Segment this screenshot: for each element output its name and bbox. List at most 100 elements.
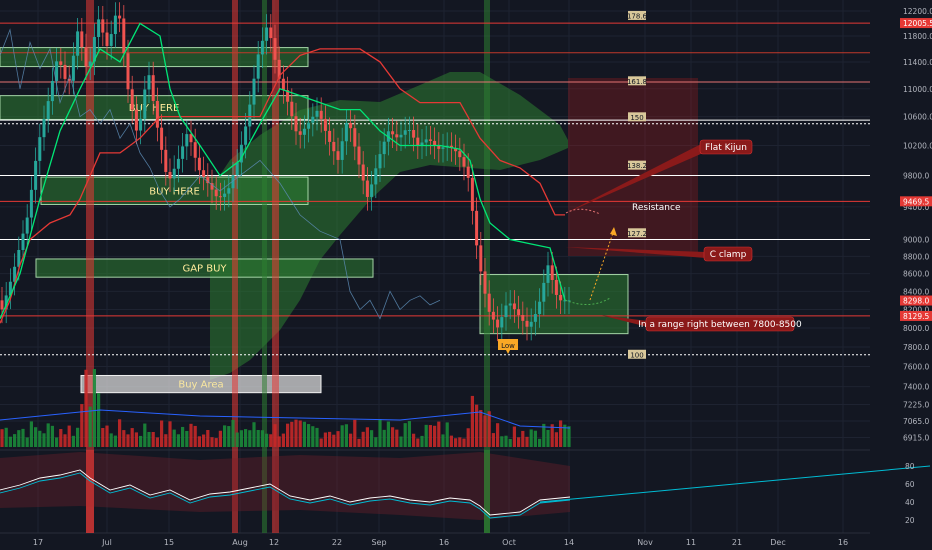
volume-bar (248, 430, 252, 447)
fib-label: 150 (630, 114, 643, 122)
volume-bar (231, 419, 235, 447)
volume-bar (323, 432, 327, 447)
candle-body (134, 109, 138, 131)
time-tick-label: Nov (637, 538, 653, 547)
zone-label: BUY HERE (129, 103, 180, 114)
candle-body (46, 101, 50, 120)
volume-bar (546, 429, 550, 447)
projection-arrow (589, 229, 615, 301)
candle-body (521, 315, 525, 321)
volume-bar (433, 425, 437, 447)
candle-body (109, 34, 113, 46)
volume-bar (34, 427, 38, 447)
candle-body (80, 31, 84, 48)
annotation-pointer (565, 247, 706, 258)
event-bar (272, 0, 279, 533)
time-tick-label: 12 (269, 538, 279, 547)
fib-tag (628, 112, 646, 122)
candle-body (412, 130, 416, 138)
volume-bar (277, 436, 281, 447)
price-tick-label: 8400.0 (903, 287, 929, 296)
candle-body (172, 168, 176, 179)
time-tick-label: 15 (164, 538, 174, 547)
candle-body (256, 54, 260, 79)
candle-body (197, 157, 201, 171)
candle-body (307, 122, 311, 129)
candle-body (370, 184, 374, 197)
annotation-label: In a range right between 7800-8500 (638, 320, 802, 330)
candle-body (365, 180, 369, 197)
candle-body (416, 137, 420, 146)
volume-bar (353, 419, 357, 447)
candle-body (433, 140, 437, 146)
candle-body (164, 149, 168, 172)
time-tick-label: 16 (439, 538, 449, 547)
price-tick-label: 8600.0 (903, 270, 929, 279)
candle-body (13, 266, 17, 282)
volume-bar (80, 404, 84, 447)
volume-bar (521, 430, 525, 447)
price-axis[interactable]: 12200.0 11800.0 11400.0 11000.0 10600.0 10200… (900, 7, 932, 525)
buy-zone (479, 274, 629, 335)
price-tag-box (900, 295, 932, 306)
volume-bar (0, 429, 4, 447)
price-tick-label: 11800.0 (903, 32, 932, 41)
candle-body (420, 142, 424, 146)
price-tag-box (900, 196, 932, 207)
candle-body (542, 282, 546, 302)
candle-body (504, 305, 508, 318)
volume-bar (29, 421, 33, 447)
candle-body (395, 134, 399, 138)
candle-body (71, 55, 75, 81)
candle-body (50, 80, 54, 102)
low-label: Low (501, 342, 515, 350)
time-tick-label: Dec (770, 538, 785, 547)
candle-body (454, 148, 458, 152)
candle-body (554, 279, 558, 295)
candle-body (189, 134, 193, 143)
volume-bar (218, 430, 222, 447)
candle-body (105, 32, 109, 46)
osc-band (0, 452, 570, 520)
price-tick-label: 12200.0 (903, 7, 932, 16)
candle-body (281, 78, 285, 91)
kijun-line (0, 48, 565, 324)
volume-bar (407, 421, 411, 447)
volume-bar (382, 429, 386, 447)
volume-bar (512, 426, 516, 447)
fib-tag (628, 160, 646, 170)
time-axis[interactable]: 17 Jul 15 Aug 12 22 Sep 16 Oct 14 Nov 11 21 Dec 16 (33, 538, 848, 547)
candle-body (118, 15, 122, 19)
event-vertical-lines (86, 0, 490, 533)
osc-signal (0, 472, 571, 519)
volume-bar (84, 369, 88, 447)
candle-body (210, 183, 214, 190)
volume-bar (260, 430, 264, 447)
volume-bar (567, 426, 571, 447)
candle-body (206, 176, 210, 184)
candle-body (374, 168, 378, 185)
volume-bar (437, 421, 441, 447)
price-tag-label: 9469.5 (903, 197, 929, 206)
price-tick-label: 7225.0 (903, 401, 929, 410)
candle-body (491, 311, 495, 320)
volume-bar (550, 424, 554, 447)
volume-bars (0, 368, 571, 447)
candle-body (559, 294, 563, 301)
volume-bar (563, 424, 567, 447)
volume-bar (126, 434, 130, 447)
candle-body (193, 142, 197, 158)
candle-body (538, 301, 542, 315)
candle-body (176, 158, 180, 169)
price-tick-label: 9000.0 (903, 236, 929, 245)
volume-bar (63, 434, 67, 447)
time-tick-label: 14 (564, 538, 574, 547)
tenkan-line (0, 22, 566, 319)
volume-bar (475, 404, 479, 447)
price-tick-label: 8000.0 (903, 324, 929, 333)
candle-body (239, 144, 243, 163)
ichimoku-lines (0, 22, 566, 324)
event-bar (86, 0, 94, 533)
osc-line (0, 469, 571, 516)
